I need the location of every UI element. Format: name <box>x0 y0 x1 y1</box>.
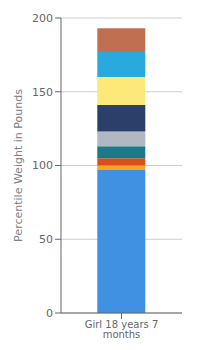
svg-text:150: 150 <box>32 86 53 99</box>
svg-text:50: 50 <box>39 233 53 246</box>
svg-text:100: 100 <box>32 159 53 172</box>
svg-text:200: 200 <box>32 12 53 25</box>
svg-text:0: 0 <box>46 307 53 320</box>
svg-text:Girl 18 years 7months: Girl 18 years 7months <box>85 319 159 340</box>
svg-text:Percentile Weight in Pounds: Percentile Weight in Pounds <box>12 89 25 242</box>
